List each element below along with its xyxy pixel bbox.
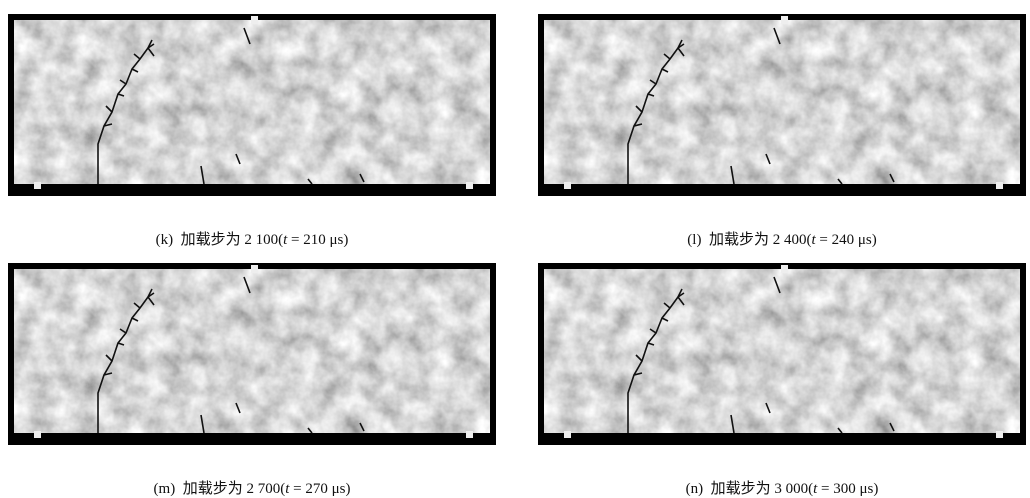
caption-text: = 240 μs) <box>816 232 877 248</box>
caption-text: = 300 μs) <box>817 481 878 497</box>
specimen-image <box>8 263 496 445</box>
specimen-image <box>538 14 1026 196</box>
caption: (m) 加载步为 2 700(t = 270 μs) <box>2 477 502 498</box>
caption-text: = 210 μs) <box>287 232 348 248</box>
caption-text: (k) 加载步为 2 100( <box>156 232 284 248</box>
caption: (l) 加载步为 2 400(t = 240 μs) <box>532 228 1030 249</box>
caption-text: (m) 加载步为 2 700( <box>154 481 286 497</box>
caption: (k) 加载步为 2 100(t = 210 μs) <box>2 228 502 249</box>
caption-text: (n) 加载步为 3 000( <box>686 481 814 497</box>
specimen-image <box>538 263 1026 445</box>
caption-text: (l) 加载步为 2 400( <box>687 232 811 248</box>
specimen-image <box>8 14 496 196</box>
caption-text: = 270 μs) <box>289 481 350 497</box>
page: (k) 加载步为 2 100(t = 210 μs) (l) 加载步为 2 40… <box>0 0 1030 497</box>
caption: (n) 加载步为 3 000(t = 300 μs) <box>532 477 1030 498</box>
